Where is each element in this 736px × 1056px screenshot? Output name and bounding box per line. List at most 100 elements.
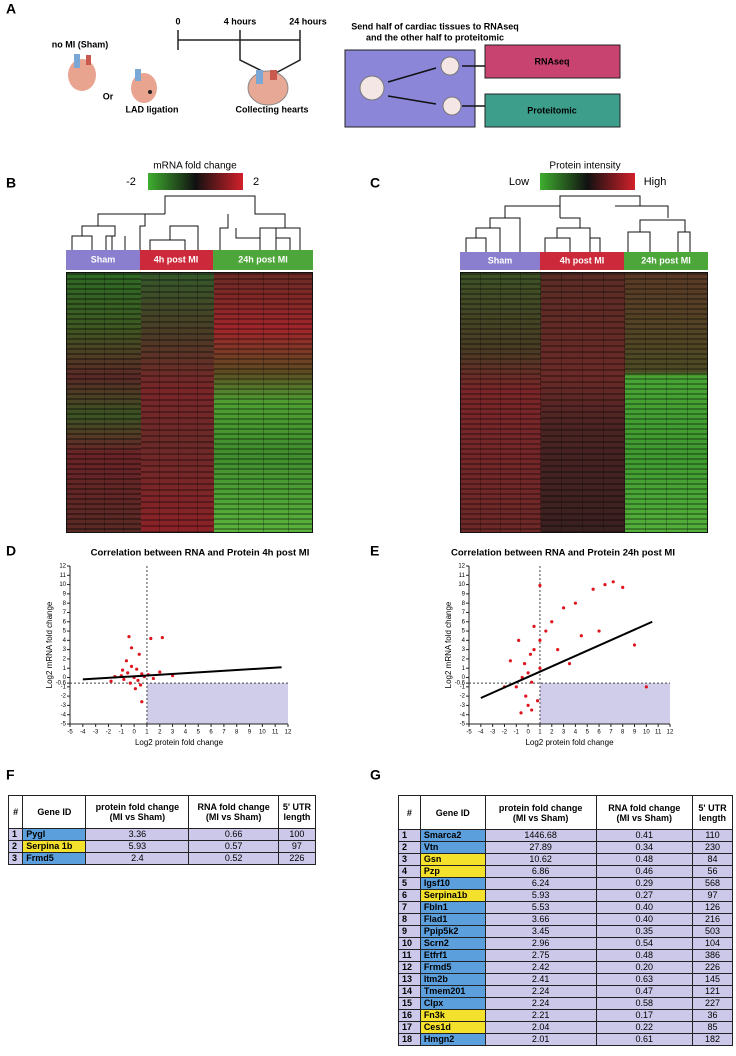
y-tick-label: 4 — [63, 638, 67, 644]
table-cell: 0.52 — [188, 852, 279, 865]
x-tick-label: 3 — [171, 730, 175, 736]
x-tick-label: 4 — [574, 730, 578, 736]
heatmap — [460, 272, 708, 533]
table-cell: 110 — [692, 829, 733, 842]
table-cell: 97 — [277, 840, 317, 853]
table-cell: 386 — [692, 949, 733, 962]
panel-label: D — [6, 543, 16, 559]
y-tick-label: 12 — [458, 564, 465, 570]
x-tick-label: 11 — [655, 730, 662, 736]
time-label: 24 hours — [289, 16, 327, 26]
table-cell: 3.45 — [484, 925, 597, 938]
table-cell: 3.66 — [484, 913, 597, 926]
colorbar — [540, 173, 635, 190]
x-tick-label: 10 — [643, 730, 650, 736]
x-tick-label: 8 — [235, 730, 239, 736]
heatmap-block — [625, 273, 707, 532]
table-row: 10 Scrn2 2.96 0.54 104 — [398, 937, 733, 950]
point — [591, 587, 595, 591]
point — [519, 711, 523, 715]
column-header: protein fold change (MI vs Sham) — [484, 795, 597, 830]
point — [632, 643, 637, 647]
point — [528, 652, 533, 656]
table-cell: Smarca2 — [419, 829, 486, 842]
x-tick-label: -4 — [478, 730, 484, 736]
fit-line — [480, 620, 653, 699]
table-cell: 18 — [398, 1033, 421, 1046]
y-tick-label: 5 — [63, 629, 67, 635]
column-header: # — [7, 795, 24, 829]
table-cell: 3 — [398, 853, 421, 866]
table-row: 8 Flad1 3.66 0.40 216 — [398, 913, 733, 926]
table-row: 2 Serpina 1b 5.93 0.57 97 — [7, 840, 317, 853]
table-cell: 227 — [692, 997, 733, 1010]
column-header: 5' UTR length — [692, 795, 733, 830]
x-tick-label: -1 — [119, 730, 125, 736]
x-tick-label: 0 — [526, 730, 530, 736]
column-header: # — [398, 795, 421, 830]
point — [530, 708, 534, 712]
table-cell: 3 — [7, 852, 24, 865]
table-cell: 6.24 — [484, 877, 597, 890]
point — [538, 666, 542, 670]
point — [550, 620, 554, 624]
heatmap — [66, 272, 313, 533]
table-cell: 12 — [398, 961, 421, 974]
table-cell: 1 — [398, 829, 421, 842]
y-tick-label: -5 — [460, 722, 466, 728]
table-cell: Tmem201 — [419, 985, 486, 998]
or-label: Or — [103, 91, 114, 101]
table-cell: 2.01 — [484, 1033, 597, 1046]
table-cell: 182 — [692, 1033, 733, 1046]
point — [149, 636, 153, 641]
group-bar — [624, 252, 708, 270]
group-label: 4h post MI — [560, 255, 605, 265]
table-cell: 0.40 — [595, 913, 694, 926]
collect-label: Collecting hearts — [235, 104, 308, 114]
x-tick-label: 12 — [667, 730, 674, 736]
y-axis-label: Log2 mRNA fold change — [444, 601, 453, 688]
table-cell: Fbln1 — [419, 901, 486, 914]
group-bar — [140, 250, 213, 270]
point — [532, 648, 536, 652]
table-cell: 5.93 — [85, 840, 190, 853]
table-cell: Ces1d — [419, 1021, 486, 1034]
table-cell: 121 — [692, 985, 733, 998]
table-cell: 2 — [7, 840, 24, 853]
quadrant-shade — [146, 683, 288, 724]
table-cell: 2.75 — [484, 949, 597, 962]
table-cell: Vtn — [419, 841, 486, 854]
y-tick-label: 10 — [59, 582, 66, 588]
point — [135, 667, 139, 671]
point — [508, 659, 512, 663]
table-cell: 6.86 — [484, 865, 597, 878]
y-tick-label: -4 — [460, 712, 466, 718]
table-row: 6 Serpina1b 5.93 0.27 97 — [398, 889, 733, 902]
send-label: and the other half to proteitomic — [366, 32, 504, 42]
point — [124, 659, 129, 663]
point — [160, 635, 164, 640]
y-tick-label: -0.6 — [455, 681, 466, 687]
x-tick-label: 3 — [562, 730, 566, 736]
table-row: 3 Gsn 10.62 0.48 84 — [398, 853, 733, 866]
table-cell: 0.57 — [188, 840, 279, 853]
panel-label: A — [6, 1, 16, 17]
y-tick-label: 11 — [459, 573, 466, 579]
rnaseq-box — [484, 44, 621, 79]
y-tick-label: 8 — [63, 601, 67, 607]
table-cell: 10 — [398, 937, 421, 950]
header-row: # Gene ID protein fold change (MI vs Sham)… — [7, 795, 317, 829]
table-cell: 568 — [692, 877, 733, 890]
table-cell: 226 — [692, 961, 733, 974]
point — [129, 646, 134, 650]
heatmap-block — [541, 273, 626, 532]
point — [644, 685, 648, 689]
table-cell: 8 — [398, 913, 421, 926]
point — [573, 601, 578, 605]
table-row: 17 Ces1d 2.04 0.22 85 — [398, 1021, 733, 1034]
x-tick-label: 2 — [550, 730, 554, 736]
group-label: 4h post MI — [154, 254, 199, 264]
table-cell: 10.62 — [484, 853, 597, 866]
